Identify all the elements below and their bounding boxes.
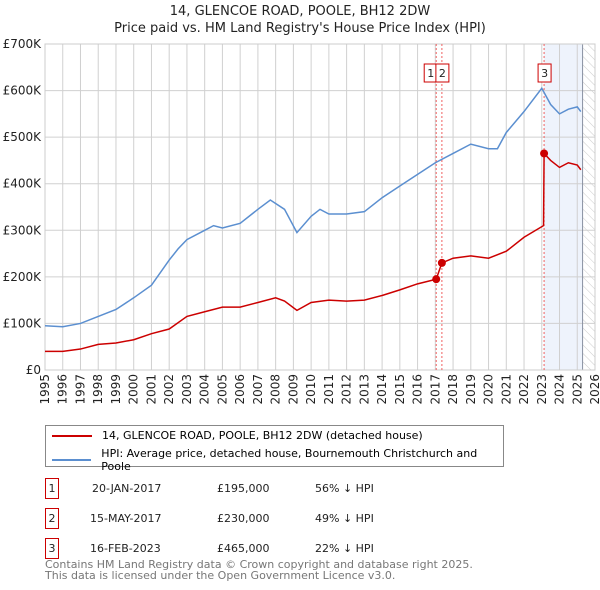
transaction-hpi: 22% ↓ HPI [315,542,374,555]
x-tick-label: 2017 [428,374,442,405]
legend-label-hpi: HPI: Average price, detached house, Bour… [101,447,478,473]
y-tick-label: £700K [3,37,43,51]
footer: Contains HM Land Registry data © Crown c… [45,559,473,581]
x-tick-label: 2019 [464,374,478,405]
transaction-date: 20-JAN-2017 [92,482,162,495]
transaction-price: £195,000 [217,482,270,495]
transaction-label-box [537,63,552,83]
y-tick-label: £200K [3,270,43,284]
x-tick-label: 2013 [357,374,371,405]
x-tick-label: 2007 [251,374,265,405]
legend-swatch-property [52,434,92,437]
transaction-marker: 3 [45,538,59,559]
x-tick-label: 2002 [162,374,176,405]
x-tick-label: 2006 [233,374,247,405]
transaction-point [432,275,441,284]
x-tick-label: 2018 [446,374,460,405]
x-tick-label: 1999 [109,374,123,405]
chart-subtitle: Price paid vs. HM Land Registry's House … [114,21,486,36]
x-tick-label: 1996 [56,374,70,405]
x-tick-label: 2014 [375,374,389,405]
y-tick-label: £0 [26,363,41,377]
y-tick-label: £600K [3,84,43,98]
y-tick-label: £400K [3,177,43,191]
legend-swatch-hpi [52,459,92,461]
x-tick-label: 2012 [340,374,354,405]
x-tick-label: 2005 [215,374,229,405]
property-price-line [45,151,582,353]
plot-area: 1995 1996 1997 1998 1999 2000 2001 2002 2003 2004… [3,37,600,405]
legend: 14, GLENCOE ROAD, POOLE, BH12 2DW (detac… [45,425,504,473]
x-tick-label: 2016 [411,374,425,405]
transaction-marker: 2 [45,508,59,529]
x-tick-label: 2024 [553,374,567,405]
transaction-date: 15-MAY-2017 [90,512,162,525]
x-tick-label: 1998 [91,374,105,405]
x-tick-label: 2008 [269,374,283,405]
x-tick-label: 2011 [322,374,336,405]
transaction-hpi: 49% ↓ HPI [315,512,374,525]
x-tick-label: 2001 [144,374,158,405]
x-tick-label: 2009 [286,374,300,405]
x-tick-label: 2026 [588,374,600,405]
y-tick-label: £100K [3,316,43,330]
transaction-price: £230,000 [217,512,270,525]
x-tick-label: 2015 [393,374,407,405]
plot-border [44,43,596,371]
transaction-label: 3 [541,67,548,80]
x-tick-label: 1995 [38,374,52,405]
x-tick-label: 2022 [517,374,531,405]
legend-label-property: 14, GLENCOE ROAD, POOLE, BH12 2DW (detac… [102,429,423,442]
x-tick-label: 2000 [127,374,141,405]
transaction-date: 16-FEB-2023 [90,542,161,555]
transaction-price: £465,000 [217,542,270,555]
transaction-hpi: 56% ↓ HPI [315,482,374,495]
future-hatch [582,44,595,370]
x-tick-label: 2003 [180,374,194,405]
x-tick-label: 2023 [535,374,549,405]
x-tick-label: 2004 [198,374,212,405]
x-tick-label: 2025 [570,374,584,405]
forecast-shade [544,44,583,370]
transaction-label: 2 [439,67,446,80]
transaction-marker: 1 [45,478,59,499]
chart-title: 14, GLENCOE ROAD, POOLE, BH12 2DW [169,4,431,19]
y-tick-label: £300K [3,223,43,237]
x-tick-label: 2021 [499,374,513,405]
x-tick-label: 1997 [73,374,87,405]
footer-line: This data is licensed under the Open Gov… [45,569,396,582]
transaction-point [540,149,549,158]
x-tick-label: 2020 [482,374,496,405]
y-tick-label: £500K [3,130,43,144]
footer-line: Contains HM Land Registry data © Crown c… [45,558,473,571]
x-tick-label: 2010 [304,374,318,405]
transaction-label: 1 [427,67,434,80]
transaction-label-box [435,63,450,83]
transaction-point [437,258,446,267]
hpi-line [44,86,582,328]
